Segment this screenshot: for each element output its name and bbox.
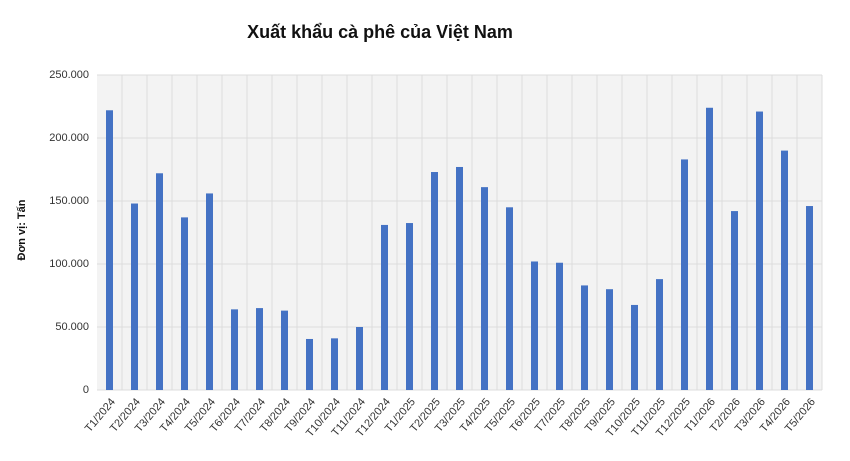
- bar: [506, 207, 513, 390]
- bar: [706, 107, 713, 390]
- bar: [231, 309, 238, 390]
- bar: [356, 327, 363, 390]
- bar: [656, 279, 663, 390]
- bar: [281, 310, 288, 390]
- bar: [106, 110, 113, 390]
- bar: [181, 217, 188, 390]
- bar: [531, 261, 538, 390]
- bar: [581, 285, 588, 390]
- y-tick-label: 150.000: [49, 195, 89, 207]
- bar: [781, 150, 788, 390]
- bar: [156, 173, 163, 390]
- bar: [131, 203, 138, 390]
- bar: [256, 308, 263, 390]
- y-axis-label: Đơn vị: Tấn: [16, 199, 28, 260]
- bar: [406, 223, 413, 390]
- bar: [431, 172, 438, 390]
- bar: [481, 187, 488, 390]
- bar: [556, 262, 563, 390]
- bar: [306, 338, 313, 390]
- y-tick-label: 250.000: [49, 69, 89, 81]
- y-tick-label: 100.000: [49, 258, 89, 270]
- bar: [731, 211, 738, 390]
- bar: [631, 304, 638, 390]
- bar: [756, 111, 763, 390]
- bar: [806, 206, 813, 390]
- bar: [381, 224, 388, 390]
- bar: [681, 159, 688, 390]
- bar: [331, 338, 338, 390]
- y-tick-label: 0: [83, 384, 89, 396]
- bar: [456, 166, 463, 390]
- bar: [606, 289, 613, 390]
- y-tick-label: 50.000: [55, 321, 89, 333]
- chart-title: Xuất khẩu cà phê của Việt Nam: [247, 22, 513, 42]
- y-tick-label: 200.000: [49, 132, 89, 144]
- bar: [206, 193, 213, 390]
